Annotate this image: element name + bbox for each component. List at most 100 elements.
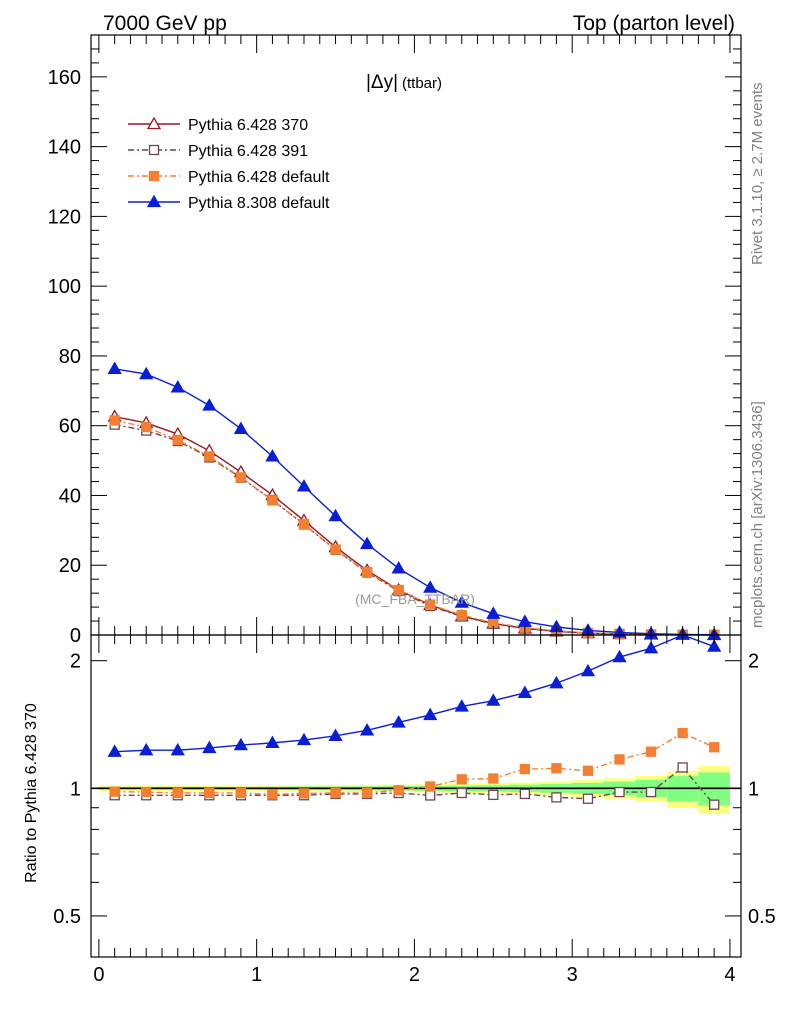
main-y-tick-label: 20 (59, 555, 81, 577)
main-plot-panel: 0 20 40 60 80 100 120 140 160 |Δy| (ttbar) (MC_F… (48, 34, 742, 647)
main-y-tick-label: 80 (59, 346, 81, 368)
ratio-point-p8 (202, 740, 217, 754)
ratio-point-p391 (519, 788, 531, 800)
legend: Pythia 6.428 370 Pythia 6.428 391 Pythia 6… (128, 116, 330, 212)
ratio-point-p8 (265, 735, 280, 749)
data-point-pdef (109, 415, 120, 426)
ratio-point-pdef (267, 789, 278, 800)
main-y-tick-label: 0 (70, 625, 81, 647)
x-tick-label: 1 (251, 964, 262, 986)
ratio-point-p8 (612, 649, 627, 663)
ratio-point-pdef (488, 773, 499, 784)
ratio-point-p8 (328, 728, 343, 741)
legend-marker-pdef (148, 170, 160, 182)
ratio-point-p8 (707, 639, 722, 652)
ratio-point-pdef (393, 785, 404, 796)
data-point-p8 (296, 479, 312, 492)
data-point-p8 (202, 398, 217, 411)
ratio-point-p391 (677, 762, 688, 773)
ratio-point-p391 (645, 786, 657, 798)
ratio-y-tick-label-right: 2 (748, 651, 759, 673)
ratio-y-tick-label: 0.5 (53, 906, 81, 928)
ratio-point-pdef (298, 788, 310, 799)
data-point-p8 (359, 536, 375, 550)
ratio-plot-panel: 0.5 0.5 1 1 2 2 0 1 2 3 4 Ratio to Pythia 6.428 37… (23, 634, 776, 986)
ratio-point-p8 (139, 742, 154, 756)
ratio-point-p8 (643, 640, 659, 654)
legend-label-p370: Pythia 6.428 370 (188, 117, 308, 134)
ratio-point-p391 (488, 789, 499, 801)
data-point-pdef (488, 617, 499, 628)
ratio-point-p8 (233, 737, 248, 751)
legend-label-pdef: Pythia 6.428 default (188, 169, 330, 186)
legend-marker-p8 (146, 194, 162, 208)
data-point-pdef (425, 599, 436, 610)
data-point-pdef (361, 567, 373, 578)
data-point-pdef (235, 472, 247, 483)
legend-marker-p391 (148, 144, 160, 156)
data-point-pdef (298, 518, 310, 530)
legend-marker-p370 (146, 116, 162, 130)
ratio-point-pdef (361, 787, 373, 799)
data-point-p8 (233, 421, 248, 434)
analysis-watermark: (MC_FBA_TTBAR) (355, 591, 475, 607)
ratio-point-pdef (172, 787, 183, 799)
x-tick-label: 4 (724, 964, 735, 986)
ratio-point-pdef (235, 787, 247, 799)
mcplots-label: mcplots.cern.ch [arXiv:1306.3436] (749, 401, 766, 628)
x-tick-label: 2 (409, 964, 420, 986)
data-point-p8 (139, 366, 154, 380)
ratio-point-p391 (582, 793, 594, 804)
ratio-y-tick-label-right: 0.5 (748, 906, 776, 928)
ratio-y-tick-label: 1 (70, 778, 81, 800)
data-point-p8 (423, 580, 438, 593)
header-right-label: Top (parton level) (573, 12, 735, 35)
ratio-point-p391 (425, 790, 436, 801)
ratio-point-p8 (423, 707, 438, 721)
series-line-pdef (114, 419, 715, 636)
ratio-y-tick-label-right: 1 (748, 778, 759, 800)
ratio-point-pdef (519, 763, 531, 775)
main-y-tick-label: 60 (59, 416, 81, 438)
ratio-y-tick-label: 2 (70, 651, 81, 673)
data-point-pdef (141, 421, 152, 433)
ratio-point-pdef (109, 786, 120, 797)
data-point-p8 (265, 449, 280, 462)
ratio-point-p391 (709, 799, 720, 810)
data-point-p8 (454, 595, 469, 608)
ratio-point-p391 (551, 792, 562, 803)
ratio-point-pdef (204, 787, 215, 799)
ratio-y-axis-label: Ratio to Pythia 6.428 370 (23, 703, 40, 883)
main-y-tick-label: 100 (48, 276, 81, 298)
ratio-point-pdef (614, 754, 625, 765)
ratio-point-pdef (709, 742, 720, 753)
rivet-version-label: Rivet 3.1.10, ≥ 2.7M events (749, 83, 766, 266)
ratio-point-pdef (330, 787, 341, 799)
legend-label-p8: Pythia 8.308 default (188, 195, 330, 212)
data-point-p8 (486, 606, 501, 619)
data-point-pdef (267, 495, 278, 506)
ratio-point-p8 (486, 693, 501, 706)
main-y-tick-label: 140 (48, 137, 81, 159)
ratio-point-p8 (454, 699, 469, 712)
ratio-point-p8 (391, 715, 406, 728)
legend-label-p391: Pythia 6.428 391 (188, 143, 308, 160)
ratio-point-pdef (582, 765, 594, 776)
ratio-point-pdef (141, 786, 152, 798)
ratio-line-p391 (114, 766, 715, 806)
data-point-pdef (330, 544, 341, 555)
x-tick-label: 3 (567, 964, 578, 986)
ratio-point-pdef (645, 746, 657, 757)
plot-title-subscript: (ttbar) (402, 75, 442, 92)
data-point-p8 (391, 561, 406, 574)
ratio-point-pdef (456, 774, 467, 785)
main-y-tick-label: 120 (48, 206, 81, 228)
series-line-p391 (114, 423, 715, 636)
ratio-point-p8 (517, 685, 532, 698)
ratio-point-p8 (296, 732, 312, 746)
x-tick-label: 0 (93, 964, 104, 986)
ratio-point-p8 (359, 723, 375, 736)
ratio-point-p8 (170, 742, 185, 756)
ratio-line-pdef (114, 732, 715, 796)
